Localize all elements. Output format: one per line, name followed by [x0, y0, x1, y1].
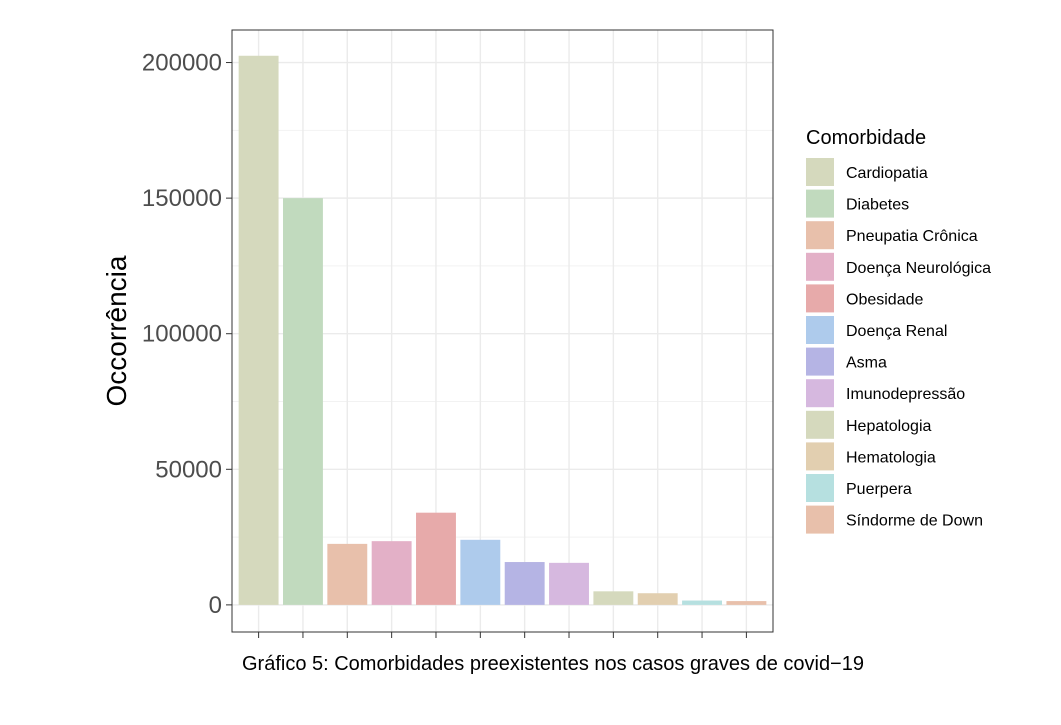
- panel-frame: [231, 29, 774, 633]
- legend-key: [806, 347, 834, 376]
- y-tick-label: 150000: [142, 185, 222, 212]
- bar-6: [460, 539, 501, 605]
- legend-key: [806, 442, 834, 471]
- bars: [238, 55, 767, 605]
- bar-9: [593, 591, 634, 605]
- bar-8: [549, 562, 589, 605]
- y-axis-title: Occorrência: [101, 255, 132, 406]
- legend-key: [806, 316, 834, 344]
- legend-key: [806, 505, 834, 534]
- legend-key: [806, 252, 834, 281]
- legend-key: [806, 379, 834, 408]
- y-tick-label: 0: [209, 592, 222, 619]
- bar-10: [637, 593, 678, 605]
- legend-title: Comorbidade: [806, 127, 926, 149]
- legend-label: Hematologia: [846, 449, 936, 466]
- chart-caption: Gráfico 5: Comorbidades preexistentes no…: [242, 653, 864, 675]
- legend-label: Pneupatia Crônica: [846, 228, 978, 245]
- legend-key: [806, 221, 834, 250]
- legend-label: Imunodepressão: [846, 386, 965, 403]
- legend-key: [806, 284, 834, 313]
- bar-7: [504, 562, 545, 605]
- legend-label: Obesidade: [846, 291, 923, 308]
- bar-3: [327, 543, 368, 605]
- y-tick-label: 50000: [155, 456, 222, 483]
- legend-key: [806, 189, 834, 218]
- legend-key: [806, 410, 834, 439]
- y-tick-label: 200000: [142, 50, 222, 77]
- bar-5: [416, 512, 456, 605]
- legend-key: [806, 474, 834, 502]
- legend: Comorbidade Cardiopatia Diabetes Pneupatia…: [806, 127, 991, 534]
- x-axis-ticks: [258, 632, 747, 638]
- y-tick-label: 100000: [142, 321, 222, 348]
- legend-label: Diabetes: [846, 197, 909, 214]
- legend-key: [806, 158, 834, 186]
- legend-label: Doença Renal: [846, 323, 947, 340]
- legend-label: Puerpera: [846, 481, 912, 498]
- legend-label: Hepatologia: [846, 418, 932, 435]
- bar-12: [726, 601, 767, 605]
- bar-2: [282, 198, 323, 605]
- legend-label: Cardiopatia: [846, 165, 928, 182]
- legend-label: Doença Neurológica: [846, 260, 991, 277]
- bar-1: [238, 55, 279, 605]
- bar-4: [371, 541, 412, 605]
- legend-label: Asma: [846, 355, 887, 372]
- y-axis-ticks: 0 50000 100000 150000 200000: [142, 50, 232, 619]
- bar-11: [682, 600, 723, 605]
- panel-border: [231, 29, 774, 633]
- legend-label: Síndorme de Down: [846, 513, 983, 530]
